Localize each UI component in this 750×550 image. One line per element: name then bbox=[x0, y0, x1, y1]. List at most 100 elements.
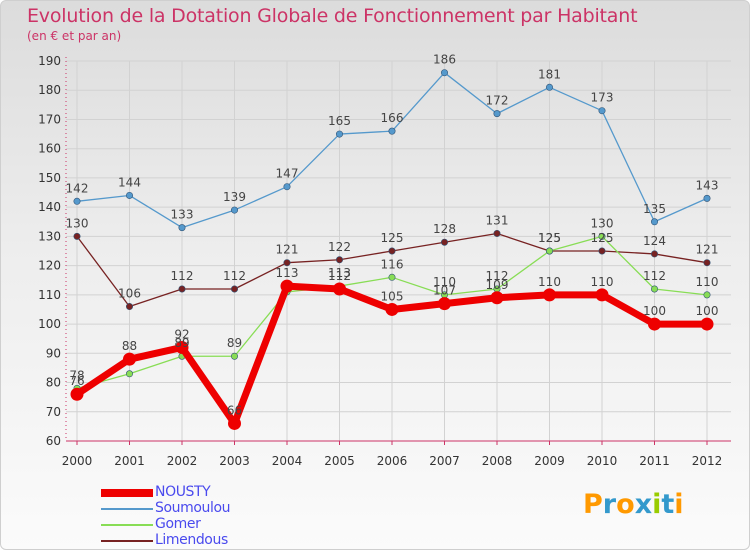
data-label-gomer: 78 bbox=[69, 368, 84, 382]
legend-label-soumoulou: Soumoulou bbox=[155, 500, 231, 516]
data-label-soumoulou: 147 bbox=[276, 167, 299, 181]
legend-swatch-soumoulou bbox=[101, 508, 153, 510]
data-label-soumoulou: 143 bbox=[696, 178, 719, 192]
point-nousty bbox=[385, 302, 399, 316]
data-label-gomer: 125 bbox=[538, 231, 561, 245]
x-tick-label: 2001 bbox=[114, 454, 145, 468]
point-limendous bbox=[703, 259, 711, 267]
data-label-nousty: 110 bbox=[538, 275, 561, 289]
data-label-soumoulou: 181 bbox=[538, 67, 561, 81]
legend-swatch-nousty bbox=[101, 489, 153, 497]
point-limendous bbox=[493, 229, 501, 237]
y-tick-label: 100 bbox=[38, 317, 61, 331]
logo-letter: t bbox=[661, 489, 675, 520]
point-nousty bbox=[123, 352, 136, 366]
point-limendous bbox=[335, 256, 343, 264]
x-tick-label: 2000 bbox=[62, 454, 93, 468]
y-tick-label: 160 bbox=[38, 142, 61, 156]
point-gomer bbox=[650, 285, 658, 293]
point-nousty bbox=[595, 288, 609, 302]
data-label-soumoulou: 186 bbox=[433, 53, 456, 67]
x-tick-label: 2010 bbox=[587, 454, 618, 468]
y-tick-label: 170 bbox=[38, 112, 61, 126]
x-tick-label: 2012 bbox=[692, 454, 723, 468]
data-label-soumoulou: 166 bbox=[381, 111, 404, 125]
y-tick-label: 60 bbox=[46, 434, 61, 448]
logo-letter: i bbox=[652, 489, 662, 520]
data-label-soumoulou: 142 bbox=[66, 181, 89, 195]
data-label-nousty: 92 bbox=[174, 327, 189, 341]
point-gomer bbox=[126, 370, 134, 378]
point-soumoulou bbox=[388, 127, 396, 135]
point-nousty bbox=[333, 282, 346, 296]
data-label-limendous: 122 bbox=[328, 240, 351, 254]
point-soumoulou bbox=[440, 69, 448, 77]
y-tick-label: 120 bbox=[38, 259, 61, 273]
data-label-soumoulou: 173 bbox=[591, 91, 614, 105]
point-soumoulou bbox=[703, 194, 711, 202]
data-label-gomer: 130 bbox=[591, 216, 614, 230]
data-label-nousty: 113 bbox=[276, 266, 299, 280]
data-label-nousty: 66 bbox=[227, 403, 242, 417]
legend-swatch-limendous bbox=[101, 540, 153, 542]
x-tick-label: 2005 bbox=[324, 454, 355, 468]
data-label-soumoulou: 165 bbox=[328, 114, 351, 128]
data-label-soumoulou: 172 bbox=[486, 94, 509, 108]
data-label-gomer: 113 bbox=[328, 266, 351, 280]
data-label-gomer: 110 bbox=[433, 275, 456, 289]
data-label-limendous: 131 bbox=[486, 213, 509, 227]
data-label-limendous: 128 bbox=[433, 222, 456, 236]
point-limendous bbox=[440, 238, 448, 246]
data-label-limendous: 106 bbox=[118, 287, 141, 301]
point-gomer bbox=[231, 352, 239, 360]
data-label-nousty: 112 bbox=[328, 269, 351, 283]
x-tick-label: 2008 bbox=[482, 454, 513, 468]
data-label-gomer: 89 bbox=[174, 336, 189, 350]
x-tick-label: 2003 bbox=[219, 454, 250, 468]
x-tick-label: 2006 bbox=[377, 454, 408, 468]
logo-letter: r bbox=[602, 489, 617, 520]
point-limendous bbox=[73, 232, 81, 240]
point-gomer bbox=[703, 291, 711, 299]
point-gomer bbox=[388, 273, 396, 281]
point-soumoulou bbox=[335, 130, 343, 138]
chart-subtitle: (en € et par an) bbox=[27, 29, 122, 43]
data-label-soumoulou: 144 bbox=[118, 175, 141, 189]
data-label-gomer: 116 bbox=[381, 257, 404, 271]
data-label-gomer: 89 bbox=[227, 336, 242, 350]
point-nousty bbox=[700, 317, 714, 331]
data-label-limendous: 121 bbox=[276, 243, 299, 257]
point-nousty bbox=[490, 291, 504, 305]
data-label-nousty: 100 bbox=[696, 304, 719, 318]
x-tick-label: 2007 bbox=[429, 454, 460, 468]
x-tick-label: 2011 bbox=[639, 454, 670, 468]
data-label-nousty: 105 bbox=[381, 289, 404, 303]
point-soumoulou bbox=[178, 224, 186, 232]
legend-label-limendous: Limendous bbox=[155, 532, 228, 548]
data-label-nousty: 88 bbox=[122, 339, 137, 353]
data-label-limendous: 125 bbox=[591, 231, 614, 245]
data-label-soumoulou: 133 bbox=[171, 208, 194, 222]
legend-swatch-gomer bbox=[101, 524, 153, 526]
data-label-nousty: 100 bbox=[643, 304, 666, 318]
data-label-limendous: 125 bbox=[381, 231, 404, 245]
legend-label-nousty: NOUSTY bbox=[155, 484, 211, 500]
y-tick-label: 150 bbox=[38, 171, 61, 185]
data-label-limendous: 112 bbox=[223, 269, 246, 283]
data-label-nousty: 109 bbox=[486, 278, 509, 292]
data-label-nousty: 107 bbox=[433, 284, 456, 298]
point-soumoulou bbox=[73, 197, 81, 205]
point-soumoulou bbox=[231, 206, 239, 214]
data-label-limendous: 112 bbox=[171, 269, 194, 283]
data-label-gomer: 112 bbox=[643, 269, 666, 283]
point-limendous bbox=[231, 285, 239, 293]
point-soumoulou bbox=[283, 183, 291, 191]
point-nousty bbox=[228, 416, 241, 430]
data-label-nousty: 76 bbox=[69, 374, 84, 388]
y-tick-label: 90 bbox=[46, 346, 61, 360]
x-tick-label: 2004 bbox=[272, 454, 303, 468]
data-label-limendous: 124 bbox=[643, 234, 666, 248]
x-tick-label: 2002 bbox=[167, 454, 198, 468]
